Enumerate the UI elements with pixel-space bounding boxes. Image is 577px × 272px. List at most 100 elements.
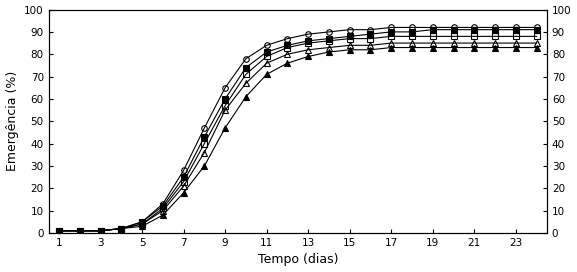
200 mg/L — [471, 46, 478, 49]
200 mg/L — [222, 126, 228, 130]
100 mg/L — [180, 180, 187, 183]
200 mg/L — [367, 48, 374, 51]
0 mg/L — [138, 220, 145, 224]
100 mg/L — [242, 73, 249, 76]
200 mg/L — [201, 164, 208, 168]
200 mg/L — [159, 214, 166, 217]
200 mg/L — [346, 48, 353, 51]
150 mg/L — [450, 41, 457, 45]
100 mg/L — [284, 46, 291, 49]
50 mg/L — [138, 220, 145, 224]
0 mg/L — [533, 26, 540, 29]
150 mg/L — [429, 41, 436, 45]
200 mg/L — [242, 95, 249, 98]
0 mg/L — [55, 229, 62, 233]
0 mg/L — [118, 227, 125, 230]
150 mg/L — [367, 44, 374, 47]
0 mg/L — [367, 28, 374, 31]
150 mg/L — [55, 229, 62, 233]
100 mg/L — [55, 229, 62, 233]
0 mg/L — [305, 33, 312, 36]
150 mg/L — [180, 184, 187, 188]
50 mg/L — [118, 227, 125, 230]
150 mg/L — [201, 151, 208, 154]
0 mg/L — [159, 202, 166, 206]
100 mg/L — [471, 35, 478, 38]
100 mg/L — [533, 35, 540, 38]
50 mg/L — [512, 28, 519, 31]
0 mg/L — [242, 57, 249, 60]
150 mg/L — [222, 109, 228, 112]
0 mg/L — [471, 26, 478, 29]
50 mg/L — [263, 50, 270, 54]
50 mg/L — [222, 97, 228, 101]
100 mg/L — [325, 39, 332, 42]
200 mg/L — [55, 229, 62, 233]
0 mg/L — [201, 126, 208, 130]
200 mg/L — [76, 229, 83, 233]
X-axis label: Tempo (dias): Tempo (dias) — [257, 254, 338, 267]
200 mg/L — [284, 61, 291, 65]
50 mg/L — [159, 205, 166, 208]
100 mg/L — [138, 222, 145, 226]
50 mg/L — [388, 30, 395, 33]
100 mg/L — [305, 41, 312, 45]
0 mg/L — [263, 44, 270, 47]
150 mg/L — [242, 82, 249, 85]
150 mg/L — [346, 44, 353, 47]
50 mg/L — [409, 30, 415, 33]
200 mg/L — [180, 191, 187, 194]
150 mg/L — [138, 222, 145, 226]
150 mg/L — [118, 227, 125, 230]
0 mg/L — [512, 26, 519, 29]
200 mg/L — [492, 46, 499, 49]
0 mg/L — [76, 229, 83, 233]
50 mg/L — [325, 37, 332, 40]
200 mg/L — [305, 55, 312, 58]
Line: 150 mg/L: 150 mg/L — [55, 40, 540, 234]
100 mg/L — [450, 35, 457, 38]
200 mg/L — [388, 46, 395, 49]
100 mg/L — [201, 142, 208, 145]
50 mg/L — [76, 229, 83, 233]
0 mg/L — [409, 26, 415, 29]
200 mg/L — [533, 46, 540, 49]
0 mg/L — [388, 26, 395, 29]
0 mg/L — [429, 26, 436, 29]
100 mg/L — [222, 104, 228, 107]
200 mg/L — [429, 46, 436, 49]
50 mg/L — [305, 39, 312, 42]
200 mg/L — [409, 46, 415, 49]
Line: 50 mg/L: 50 mg/L — [56, 27, 539, 234]
150 mg/L — [159, 209, 166, 212]
100 mg/L — [118, 227, 125, 230]
50 mg/L — [201, 135, 208, 138]
50 mg/L — [242, 66, 249, 69]
50 mg/L — [180, 175, 187, 179]
200 mg/L — [118, 227, 125, 230]
100 mg/L — [512, 35, 519, 38]
100 mg/L — [263, 55, 270, 58]
50 mg/L — [97, 229, 104, 233]
100 mg/L — [346, 37, 353, 40]
0 mg/L — [325, 30, 332, 33]
50 mg/L — [55, 229, 62, 233]
100 mg/L — [409, 35, 415, 38]
150 mg/L — [471, 41, 478, 45]
50 mg/L — [471, 28, 478, 31]
50 mg/L — [284, 44, 291, 47]
150 mg/L — [409, 41, 415, 45]
50 mg/L — [492, 28, 499, 31]
0 mg/L — [346, 28, 353, 31]
150 mg/L — [492, 41, 499, 45]
100 mg/L — [367, 37, 374, 40]
200 mg/L — [97, 229, 104, 233]
200 mg/L — [325, 50, 332, 54]
100 mg/L — [429, 35, 436, 38]
150 mg/L — [533, 41, 540, 45]
0 mg/L — [450, 26, 457, 29]
150 mg/L — [388, 41, 395, 45]
150 mg/L — [97, 229, 104, 233]
100 mg/L — [97, 229, 104, 233]
100 mg/L — [388, 35, 395, 38]
